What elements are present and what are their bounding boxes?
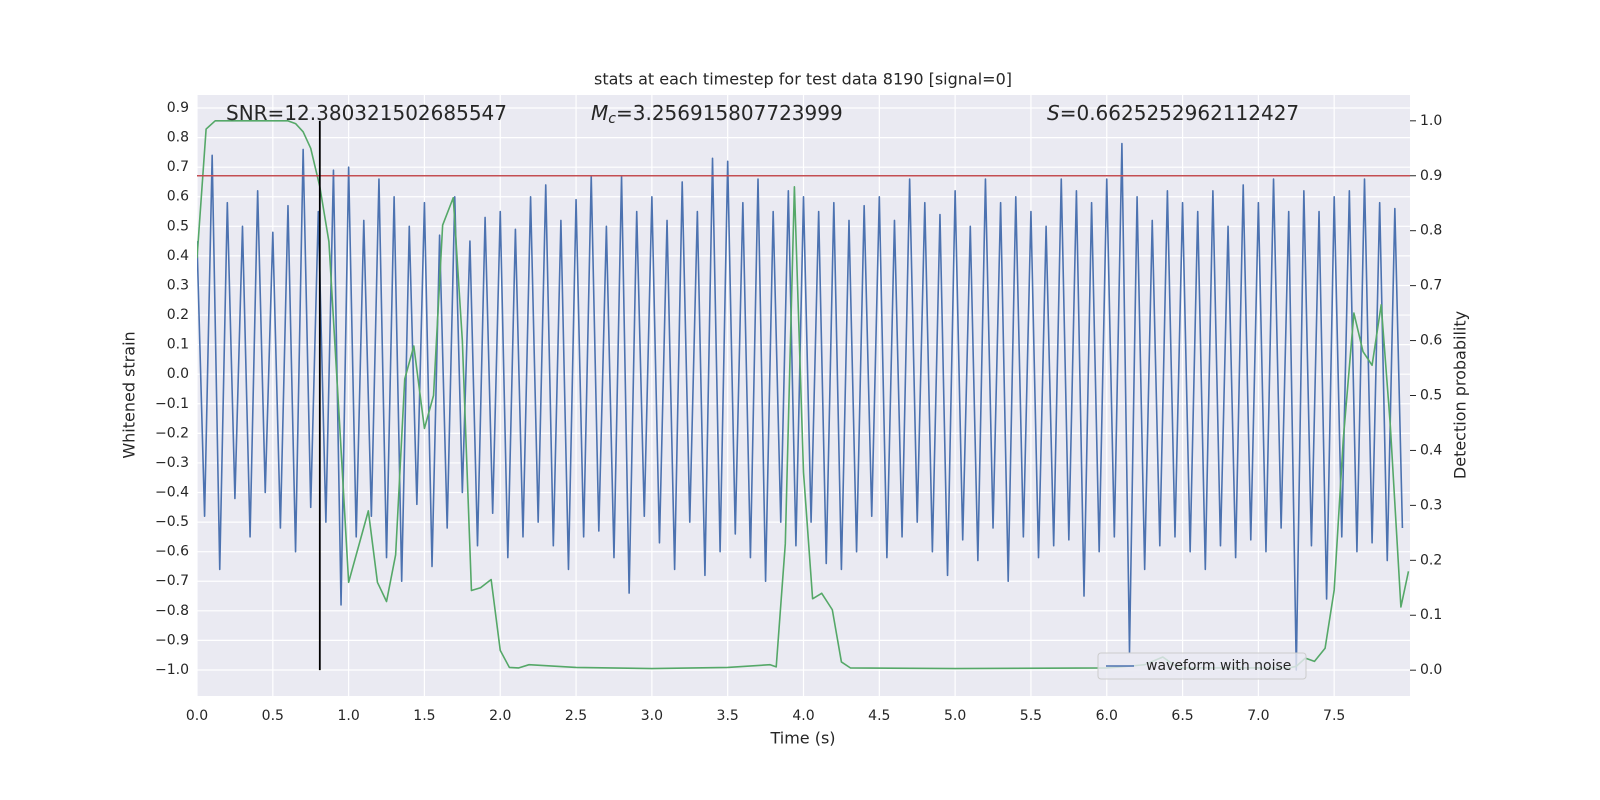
x-tick-label: 5.5 <box>1020 708 1042 724</box>
x-tick-label: 3.5 <box>717 708 739 724</box>
x-tick-label: 5.0 <box>944 708 966 724</box>
y-tick-label: 0.0 <box>167 366 189 382</box>
legend-box <box>1097 652 1307 680</box>
y-tick-label: −0.3 <box>155 455 189 471</box>
y2-tick-label: 0.9 <box>1420 168 1442 184</box>
y2-tick-label: 0.7 <box>1420 278 1442 294</box>
annotation-symbol: M <box>591 101 608 125</box>
y-tick-label: 0.3 <box>167 277 189 293</box>
y2-tick-label: 0.2 <box>1420 552 1442 568</box>
annotation-value: 12.380321502685547 <box>284 101 507 125</box>
y2-tick-label: 0.3 <box>1420 497 1442 513</box>
y-tick-label: −0.9 <box>155 632 189 648</box>
annotation: SNR=12.380321502685547 <box>226 101 507 125</box>
x-tick-label: 7.5 <box>1323 708 1345 724</box>
y-tick-label: −0.5 <box>155 514 189 530</box>
legend-label: waveform with noise <box>1146 658 1291 674</box>
x-tick-label: 0.5 <box>262 708 284 724</box>
y2-axis-label: Detection probability <box>1451 311 1470 479</box>
y-tick-label: −0.7 <box>155 573 189 589</box>
x-axis-label: Time (s) <box>769 729 835 748</box>
y-tick-label: 0.5 <box>167 218 189 234</box>
annotation-value: 3.256915807723999 <box>633 101 843 125</box>
y2-tick-label: 0.5 <box>1420 388 1442 404</box>
y-tick-label: 0.7 <box>167 159 189 175</box>
annotation-subscript: c <box>608 111 616 127</box>
chart-title: stats at each timestep for test data 819… <box>594 70 1012 89</box>
y2-tick-label: 0.6 <box>1420 333 1442 349</box>
x-tick-label: 4.0 <box>792 708 814 724</box>
x-tick-label: 6.0 <box>1096 708 1118 724</box>
y-tick-label: −1.0 <box>155 662 189 678</box>
x-tick-label: 1.0 <box>337 708 359 724</box>
x-tick-label: 2.0 <box>489 708 511 724</box>
x-tick-label: 4.5 <box>868 708 890 724</box>
x-tick-label: 7.0 <box>1247 708 1269 724</box>
y2-tick-label: 0.1 <box>1420 607 1442 623</box>
y-tick-label: −0.8 <box>155 603 189 619</box>
annotation-symbol: S <box>1047 101 1060 125</box>
y2-tick-label: 0.8 <box>1420 223 1442 239</box>
y-tick-label: 0.4 <box>167 248 189 264</box>
y2-tick-label: 0.0 <box>1420 662 1442 678</box>
y-axis-label: Whitened strain <box>120 331 139 458</box>
x-tick-label: 2.5 <box>565 708 587 724</box>
y-tick-label: 0.9 <box>167 100 189 116</box>
x-tick-label: 6.5 <box>1171 708 1193 724</box>
y-tick-label: 0.8 <box>167 130 189 146</box>
y-tick-label: 0.2 <box>167 307 189 323</box>
y-tick-label: −0.1 <box>155 396 189 412</box>
y-tick-label: −0.2 <box>155 425 189 441</box>
annotation-label: SNR= <box>226 101 284 125</box>
x-tick-label: 3.0 <box>641 708 663 724</box>
y2-tick-label: 1.0 <box>1420 113 1442 129</box>
x-tick-label: 0.0 <box>186 708 208 724</box>
annotation: Mc=3.256915807723999 <box>591 101 843 128</box>
annotation-label: = <box>616 101 633 125</box>
annotation-value: 0.6625252962112427 <box>1076 101 1299 125</box>
y-tick-label: 0.1 <box>167 337 189 353</box>
y-tick-label: 0.6 <box>167 189 189 205</box>
annotation: S=0.6625252962112427 <box>1047 101 1299 125</box>
x-tick-label: 1.5 <box>413 708 435 724</box>
annotation-label: = <box>1060 101 1077 125</box>
y-tick-label: −0.4 <box>155 485 189 501</box>
y-tick-label: −0.6 <box>155 544 189 560</box>
y2-tick-label: 0.4 <box>1420 442 1442 458</box>
